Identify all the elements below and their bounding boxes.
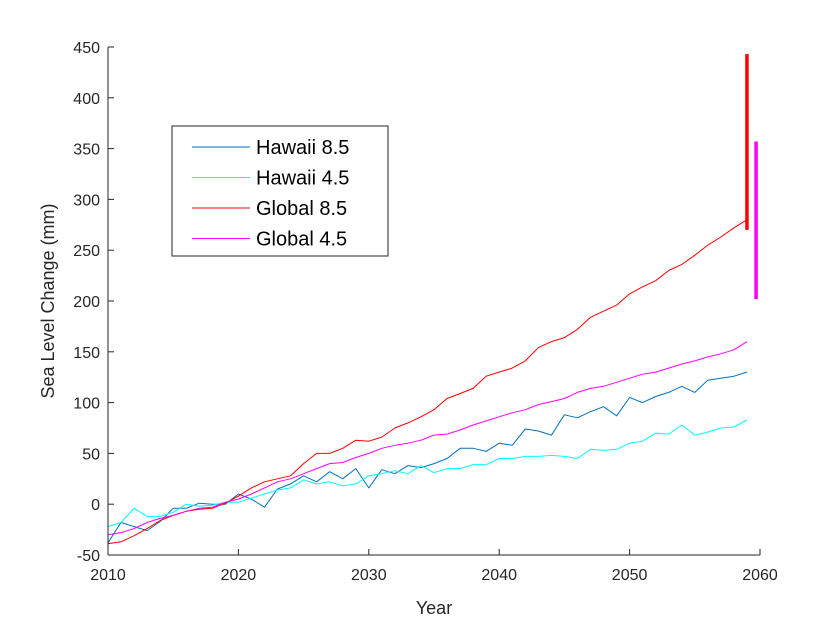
y-tick-label: 450 — [73, 40, 100, 57]
legend-label-global-4-5: Global 4.5 — [256, 229, 347, 251]
y-ticks: -50 0 50 100 150 200 250 300 350 400 450 — [73, 40, 114, 565]
legend-label-global-8-5: Global 8.5 — [256, 198, 347, 220]
x-ticks: 2010 2020 2030 2040 2050 2060 — [90, 549, 778, 584]
series-line-global-4-5 — [107, 341, 748, 536]
x-tick-label: 2060 — [742, 567, 778, 584]
y-tick-label: 0 — [91, 497, 100, 514]
y-tick-label: 300 — [73, 192, 100, 209]
y-tick-label: -50 — [77, 548, 100, 565]
y-tick-label: 100 — [73, 396, 100, 413]
y-tick-label: 400 — [73, 91, 100, 108]
x-tick-label: 2030 — [351, 567, 387, 584]
x-axis-title: Year — [416, 598, 452, 618]
legend-label-hawaii-4-5: Hawaii 4.5 — [256, 168, 349, 190]
x-tick-label: 2050 — [612, 567, 648, 584]
x-tick-label: 2010 — [90, 567, 126, 584]
plot-area — [107, 54, 758, 545]
legend: Hawaii 8.5 Hawaii 4.5 Global 8.5 Global 4.5 — [171, 125, 389, 257]
y-tick-label: 350 — [73, 142, 100, 159]
y-tick-label: 250 — [73, 243, 100, 260]
y-tick-label: 150 — [73, 345, 100, 362]
y-tick-label: 50 — [82, 446, 100, 463]
legend-box — [171, 125, 389, 257]
legend-label-hawaii-8-5: Hawaii 8.5 — [256, 137, 349, 159]
axes — [107, 47, 760, 556]
series-line-global-8-5 — [107, 219, 748, 545]
x-tick-label: 2020 — [221, 567, 257, 584]
series-line-hawaii-4-5 — [107, 419, 748, 528]
x-tick-label: 2040 — [481, 567, 517, 584]
y-axis-title: Sea Level Change (mm) — [38, 203, 58, 398]
series-line-hawaii-8-5 — [107, 371, 748, 544]
y-tick-label: 200 — [73, 294, 100, 311]
